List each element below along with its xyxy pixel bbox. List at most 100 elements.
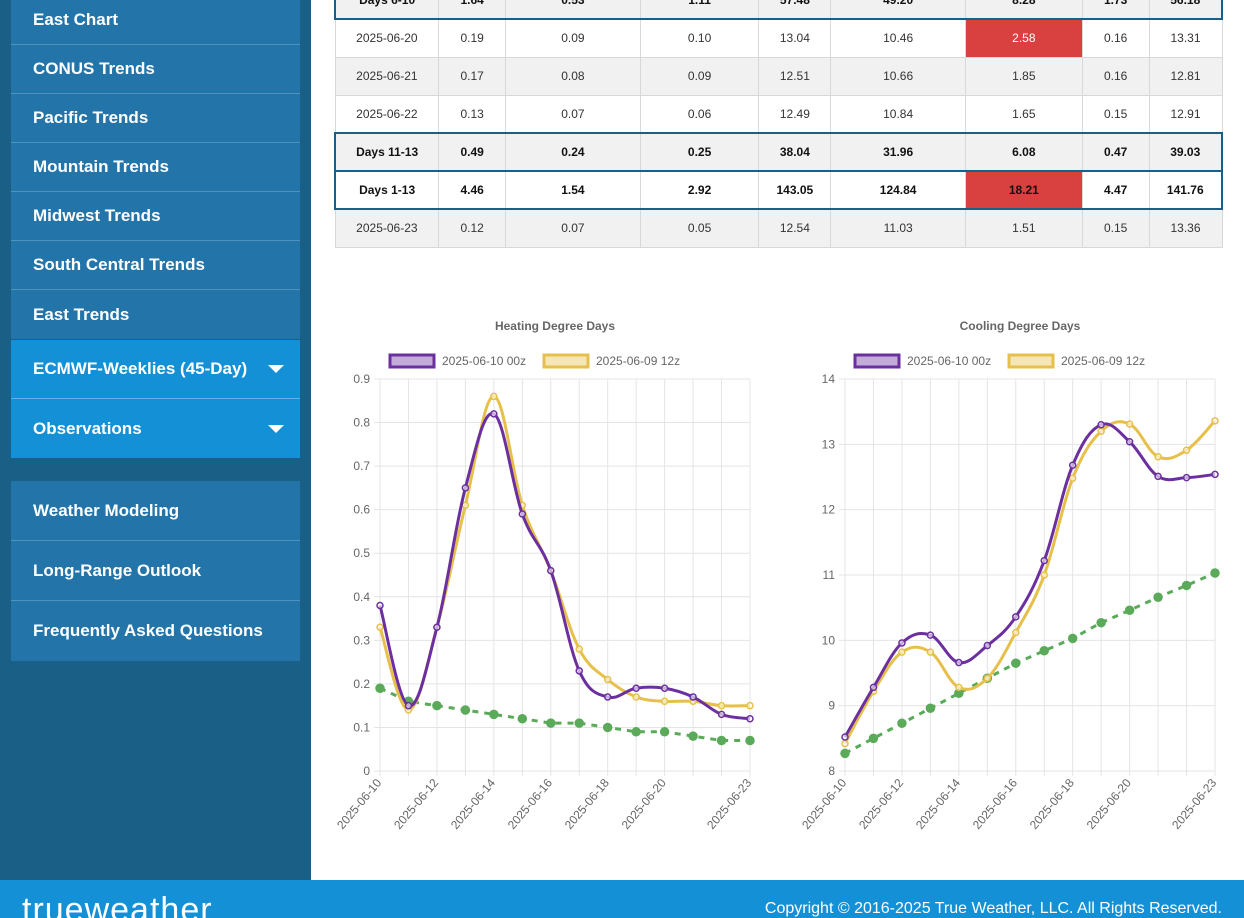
data-point	[517, 713, 528, 724]
data-point	[1153, 592, 1163, 602]
y-tick-label: 11	[823, 568, 836, 582]
table-cell: 124.84	[830, 170, 966, 210]
table-cell: 1.64	[438, 0, 507, 20]
table-row-label: Days 11-13	[334, 132, 440, 172]
sidebar-item-midwest-trends[interactable]: Midwest Trends	[11, 192, 300, 241]
sidebar-item-label: Long-Range Outlook	[33, 560, 202, 580]
table-cell: 0.09	[639, 56, 760, 96]
data-point	[746, 701, 754, 710]
sidebar-item-mountain-trends[interactable]: Mountain Trends	[11, 143, 300, 192]
table-cell: 0.16	[1081, 56, 1150, 96]
x-tick-label: 2025-06-10	[334, 776, 384, 832]
data-point	[897, 718, 907, 729]
sidebar-item-conus-trends[interactable]: CONUS Trends	[11, 45, 300, 94]
data-point	[898, 648, 906, 656]
data-point	[716, 735, 727, 746]
table-cell: 0.47	[1081, 132, 1150, 172]
data-point	[547, 566, 555, 575]
y-tick-label: 0.8	[353, 416, 370, 430]
table-cell: 18.21	[964, 170, 1083, 210]
y-tick-label: 0	[363, 764, 370, 778]
data-point	[1154, 472, 1162, 481]
table-cell: 0.05	[639, 208, 760, 248]
sidebar-item-label: Midwest Trends	[33, 206, 161, 225]
table-row: 2025-06-21 0.17 0.08 0.09 12.51 10.66 1.85 0.16…	[334, 56, 1223, 96]
table-cell: 11.03	[830, 208, 966, 248]
legend-swatch	[853, 353, 901, 369]
data-point	[869, 683, 878, 692]
series-line	[379, 686, 750, 743]
sidebar: East Chart CONUS Trends Pacific Trends M…	[0, 0, 311, 880]
data-point	[955, 683, 963, 692]
sidebar-item-label: Frequently Asked Questions	[33, 621, 263, 640]
y-tick-label: 14	[822, 372, 836, 386]
table-row-label: 2025-06-23	[334, 208, 440, 248]
sidebar-item-ecmwf-weeklies[interactable]: ECMWF-Weeklies (45-Day)	[11, 340, 300, 399]
table-cell: 0.10	[639, 18, 760, 58]
table-cell: 13.36	[1148, 208, 1223, 248]
x-tick-label: 2025-06-16	[505, 776, 555, 832]
legend-swatch	[1007, 353, 1055, 369]
y-tick-label: 0.6	[353, 503, 370, 517]
data-point	[603, 675, 612, 684]
data-point	[1125, 420, 1134, 428]
data-point	[746, 714, 754, 723]
sidebar-item-east-chart[interactable]: East Chart	[11, 0, 300, 45]
table-row-label: Days 6-10	[334, 0, 440, 20]
table-row: 2025-06-20 0.19 0.09 0.10 13.04 10.46 2.58 0.16…	[334, 18, 1223, 58]
sidebar-item-faq[interactable]: Frequently Asked Questions	[11, 601, 300, 661]
table-summary-row: Days 1-13 4.46 1.54 2.92 143.05 124.84 18.21 4.…	[334, 170, 1223, 210]
sidebar-item-label: ECMWF-Weeklies (45-Day)	[33, 359, 248, 378]
data-point	[433, 623, 441, 632]
table-cell: 0.08	[505, 56, 641, 96]
sidebar-item-label: Mountain Trends	[33, 157, 169, 176]
data-point	[1039, 646, 1049, 656]
data-point	[659, 727, 670, 737]
y-tick-label: 13	[822, 437, 836, 451]
data-point	[461, 484, 470, 492]
sidebar-accordion-group: ECMWF-Weeklies (45-Day) Observations	[11, 340, 300, 458]
x-tick-label: 2025-06-14	[913, 776, 963, 832]
data-point	[1182, 473, 1191, 482]
data-point	[489, 709, 499, 720]
table-cell: 8.28	[964, 0, 1083, 20]
sidebar-item-observations[interactable]: Observations	[11, 399, 300, 458]
data-point	[660, 697, 669, 706]
table-cell: 0.15	[1081, 208, 1150, 248]
table-cell: 0.19	[438, 18, 507, 58]
series-line	[844, 571, 1216, 755]
data-point	[518, 510, 527, 518]
sidebar-item-east-trends[interactable]: East Trends	[11, 290, 300, 339]
data-point	[1181, 580, 1192, 591]
sidebar-item-south-central-trends[interactable]: South Central Trends	[11, 241, 300, 290]
sidebar-item-label: Weather Modeling	[33, 500, 180, 520]
data-point	[1124, 605, 1135, 616]
sidebar-item-pacific-trends[interactable]: Pacific Trends	[11, 94, 300, 143]
y-tick-label: 0.4	[353, 590, 370, 604]
table-cell: 12.49	[758, 94, 832, 134]
data-point	[575, 667, 583, 675]
chevron-down-icon	[268, 365, 284, 373]
trueweather-logo[interactable]: trueweather	[22, 891, 213, 918]
data-point	[1012, 613, 1020, 621]
table-cell: 1.51	[964, 208, 1083, 248]
data-point	[575, 645, 583, 653]
data-point	[898, 639, 906, 647]
table-cell: 12.54	[758, 208, 832, 248]
y-tick-label: 0.7	[353, 459, 370, 473]
data-point	[689, 693, 697, 701]
sidebar-item-weather-modeling[interactable]: Weather Modeling	[11, 481, 300, 541]
data-point	[574, 718, 584, 728]
data-point	[660, 684, 669, 692]
table-cell: 0.25	[639, 132, 760, 172]
sidebar-item-long-range-outlook[interactable]: Long-Range Outlook	[11, 541, 300, 601]
y-tick-label: 0.5	[353, 546, 370, 560]
table-cell: 39.03	[1148, 132, 1223, 172]
x-tick-label: 2025-06-12	[391, 776, 441, 832]
y-tick-label: 8	[828, 764, 835, 778]
x-tick-label: 2025-06-23	[704, 776, 754, 832]
sidebar-item-label: Observations	[33, 418, 142, 438]
table-cell: 0.17	[438, 56, 507, 96]
table-cell: 12.51	[758, 56, 832, 96]
data-point	[955, 658, 963, 667]
